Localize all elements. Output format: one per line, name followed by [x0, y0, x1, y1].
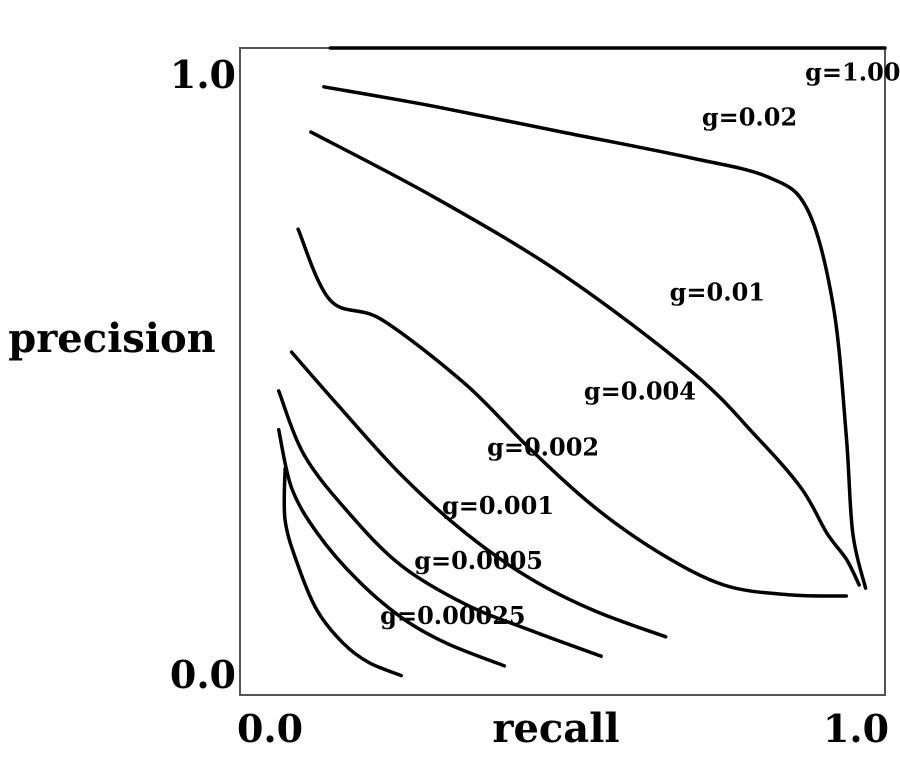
series-label-3: g=0.004	[584, 376, 696, 405]
series-label-4: g=0.002	[487, 433, 599, 462]
series-line-5	[276, 389, 603, 658]
series-curves	[276, 46, 887, 678]
y-axis-label: precision	[8, 315, 216, 362]
series-labels: g=1.00 g=0.02 g=0.01 g=0.004 g=0.002 g=0.001 g…	[380, 57, 900, 629]
series-line-7	[282, 466, 404, 678]
series-label-0: g=1.00	[805, 57, 900, 86]
series-label-6: g=0.0005	[414, 546, 543, 575]
series-line-2	[309, 130, 861, 587]
y-tick-bottom: 0.0	[170, 652, 236, 697]
x-axis-label: recall	[492, 705, 619, 752]
series-label-5: g=0.001	[442, 491, 554, 520]
series-line-4	[289, 350, 668, 639]
series-line-1	[322, 85, 868, 590]
series-label-2: g=0.01	[670, 277, 765, 306]
series-label-7: g=0.00025	[380, 601, 525, 630]
series-label-1: g=0.02	[702, 103, 797, 132]
x-tick-left: 0.0	[237, 706, 303, 751]
series-line-3	[296, 227, 849, 598]
series-line-6	[276, 427, 507, 668]
y-tick-top: 1.0	[170, 52, 236, 97]
x-tick-right: 1.0	[823, 706, 889, 751]
